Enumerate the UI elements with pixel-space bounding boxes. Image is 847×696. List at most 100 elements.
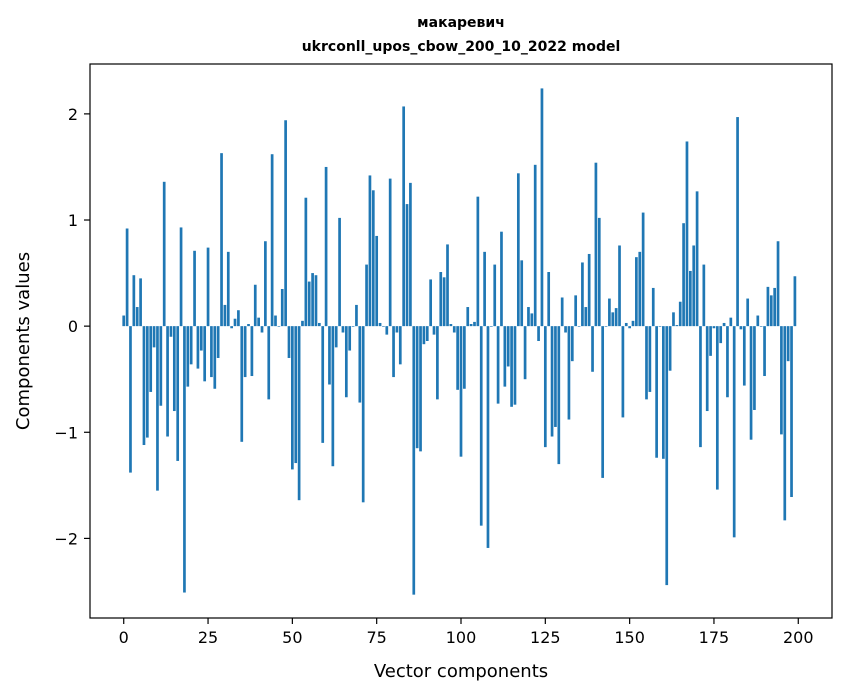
bar-132 (567, 326, 571, 420)
bar-186 (749, 326, 753, 440)
bar-65 (341, 326, 345, 333)
bar-130 (560, 297, 564, 327)
bar-198 (790, 326, 793, 498)
y-tick-label-0: −2 (54, 529, 78, 548)
bar-41 (260, 326, 264, 333)
bar-51 (294, 326, 298, 464)
bar-126 (547, 272, 551, 327)
bar-92 (432, 326, 436, 335)
bar-87 (415, 326, 419, 449)
bar-43 (267, 326, 271, 400)
bar-182 (736, 117, 739, 327)
y-tick-label-1: −1 (54, 423, 78, 442)
bar-24 (203, 326, 207, 382)
bar-19 (186, 326, 190, 387)
bar-167 (685, 141, 689, 327)
bar-114 (506, 326, 510, 367)
bar-20 (189, 326, 193, 365)
bar-118 (520, 260, 524, 327)
bar-91 (429, 279, 432, 327)
bar-28 (216, 326, 220, 358)
bar-3 (132, 275, 136, 327)
bar-179 (726, 326, 729, 398)
bar-74 (371, 190, 375, 327)
bar-15 (172, 326, 176, 412)
bar-85 (409, 182, 412, 327)
bar-59 (321, 326, 325, 443)
bar-155 (645, 326, 648, 400)
bar-140 (594, 162, 598, 327)
bar-38 (250, 326, 254, 377)
x-tick-label-0: 0 (119, 628, 129, 647)
bar-152 (635, 257, 638, 327)
bar-177 (719, 326, 723, 344)
bar-16 (176, 326, 180, 461)
bar-117 (516, 173, 520, 327)
bar-110 (493, 264, 497, 327)
bar-45 (274, 315, 277, 327)
bar-55 (307, 281, 311, 327)
bar-108 (486, 326, 490, 548)
bar-56 (311, 273, 314, 327)
bar-78 (385, 326, 389, 335)
bar-34 (237, 310, 240, 327)
bar-143 (604, 326, 608, 327)
bar-106 (479, 326, 483, 526)
bar-54 (304, 197, 308, 327)
bar-13 (166, 326, 169, 437)
bar-193 (773, 287, 777, 327)
bar-171 (699, 326, 702, 448)
bar-185 (746, 298, 750, 327)
bar-18 (183, 326, 186, 593)
bar-80 (392, 326, 395, 378)
x-tick-label-6: 150 (614, 628, 645, 647)
bar-102 (466, 307, 470, 327)
bar-120 (527, 307, 530, 327)
bar-163 (672, 312, 675, 327)
bar-series (122, 88, 797, 595)
bar-136 (581, 262, 584, 327)
bar-112 (500, 231, 503, 327)
bar-175 (712, 326, 716, 329)
bar-105 (476, 196, 480, 327)
bar-168 (689, 270, 692, 327)
bar-194 (776, 241, 780, 327)
bar-142 (601, 326, 605, 478)
bar-144 (608, 298, 611, 327)
bar-61 (328, 326, 331, 385)
bar-44 (270, 154, 274, 327)
x-tick-label-2: 50 (282, 628, 302, 647)
bar-62 (331, 326, 335, 467)
bar-72 (365, 264, 368, 327)
bar-156 (648, 326, 652, 392)
bar-161 (665, 326, 669, 586)
bar-172 (702, 264, 706, 327)
bar-99 (456, 326, 459, 390)
bar-71 (361, 326, 365, 503)
bar-192 (769, 295, 773, 327)
bar-66 (344, 326, 348, 398)
bar-46 (277, 326, 281, 327)
bar-183 (739, 326, 743, 330)
bar-68 (351, 326, 355, 327)
bar-138 (587, 253, 591, 327)
bar-9 (152, 326, 156, 348)
bar-199 (793, 276, 797, 327)
bar-86 (412, 326, 416, 595)
bar-8 (149, 326, 153, 392)
bar-160 (662, 326, 665, 459)
bar-39 (253, 284, 257, 327)
bar-173 (705, 326, 709, 412)
bar-189 (759, 326, 763, 327)
bar-122 (533, 164, 537, 327)
bar-26 (210, 326, 213, 378)
bar-115 (510, 326, 513, 407)
bar-137 (584, 307, 588, 327)
bar-147 (618, 245, 621, 327)
bar-69 (355, 304, 358, 327)
bar-57 (314, 275, 318, 327)
bar-83 (402, 106, 406, 327)
bar-154 (641, 212, 645, 327)
bar-23 (199, 326, 203, 351)
x-axis: 0 25 50 75 100 125 150 175 200 (119, 618, 814, 647)
